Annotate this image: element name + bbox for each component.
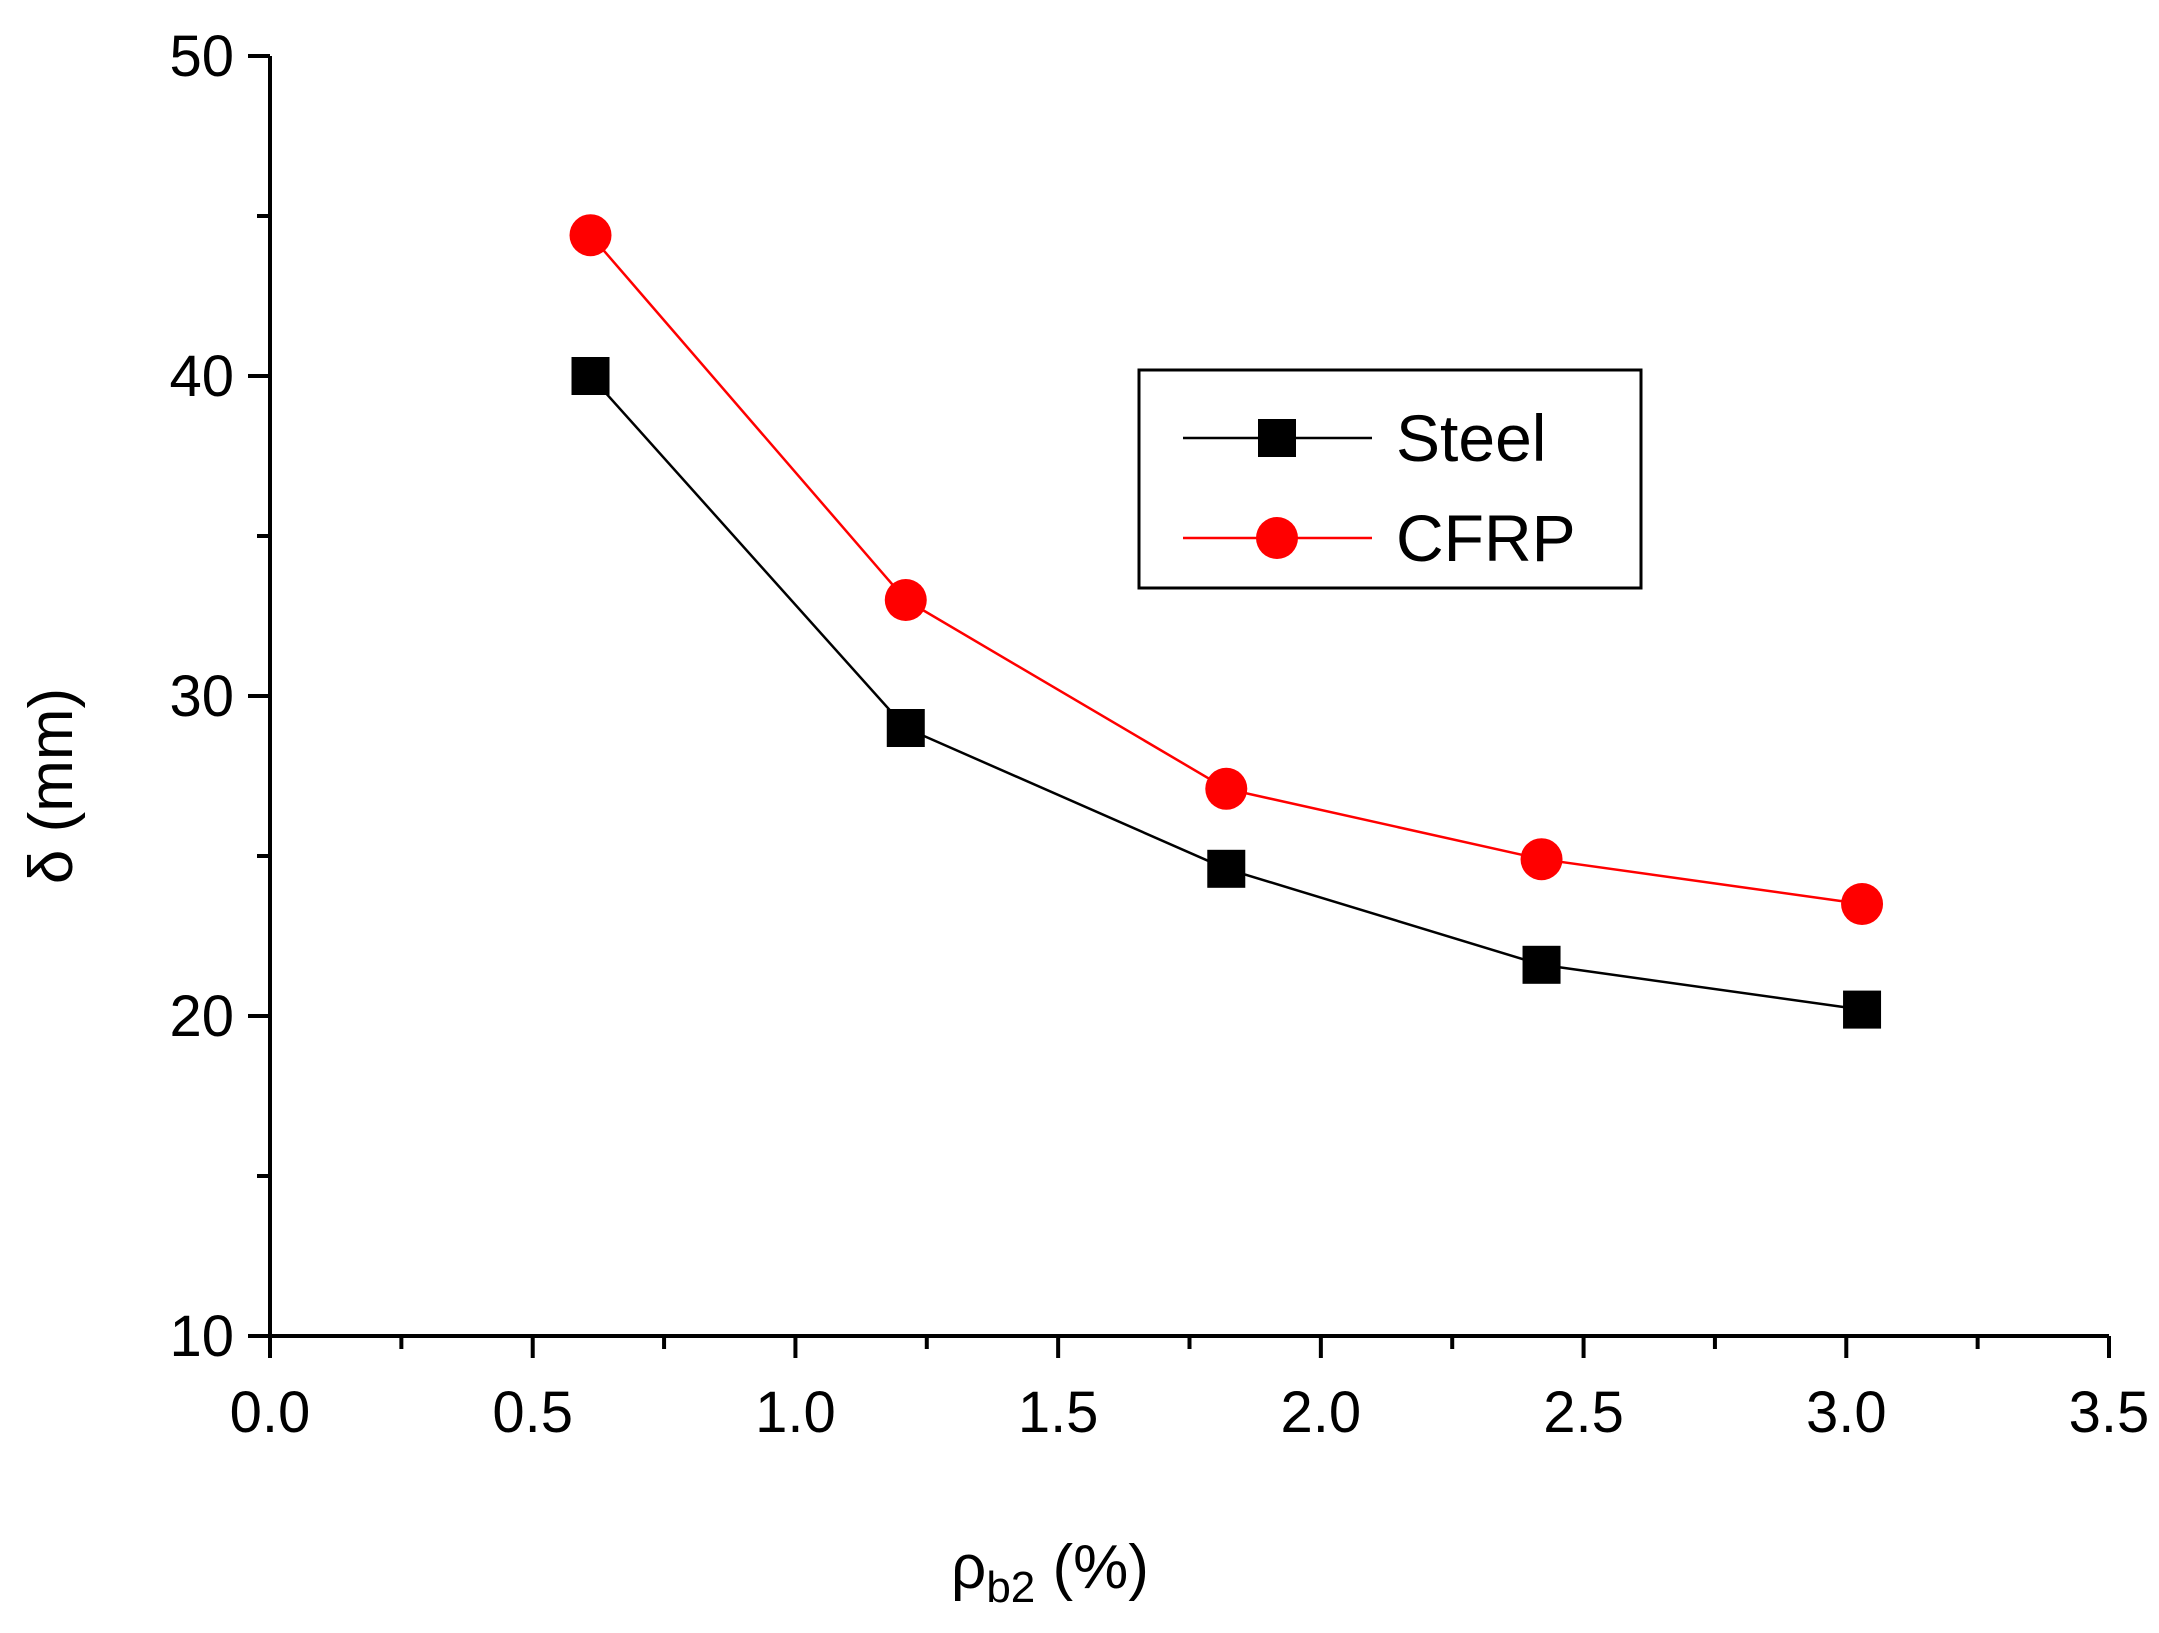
x-tick-label: 0.0 xyxy=(230,1380,311,1445)
x-tick-label: 2.0 xyxy=(1281,1380,1362,1445)
legend-item-steel: Steel xyxy=(1183,401,1546,475)
legend-steel-marker xyxy=(1258,419,1296,457)
y-tick-label: 40 xyxy=(169,344,234,409)
data-point-cfrp xyxy=(1841,883,1884,925)
x-tick-label: 0.5 xyxy=(492,1380,573,1445)
data-point-cfrp xyxy=(1205,767,1248,810)
y-tick-label: 10 xyxy=(169,1304,234,1369)
y-axis-label: δ (mm) xyxy=(17,688,86,884)
legend-cfrp-marker xyxy=(1256,517,1298,559)
y-tick-label: 20 xyxy=(169,984,234,1049)
series-layer xyxy=(569,214,1884,1029)
data-point-steel xyxy=(1843,990,1882,1029)
series-cfrp xyxy=(569,214,1884,925)
data-point-steel xyxy=(571,357,610,395)
data-point-cfrp xyxy=(1520,838,1563,881)
legend-item-cfrp: CFRP xyxy=(1183,501,1576,575)
y-ticks: 10 20 30 40 50 xyxy=(169,24,270,1369)
x-ticks: 0.0 0.5 1.0 1.5 2.0 2.5 3.0 3.5 xyxy=(230,1336,2150,1445)
legend-cfrp-label: CFRP xyxy=(1396,501,1576,575)
x-axis-label-symbol: ρ xyxy=(951,1533,986,1602)
data-point-cfrp xyxy=(569,214,612,257)
x-axis-label: ρb2 (%) xyxy=(951,1533,1149,1612)
x-tick-label: 2.5 xyxy=(1543,1380,1624,1445)
data-point-cfrp xyxy=(884,579,927,621)
x-tick-label: 1.5 xyxy=(1018,1380,1099,1445)
data-point-steel xyxy=(886,709,925,747)
legend: Steel CFRP xyxy=(1137,368,1643,590)
legend-box xyxy=(1137,368,1643,590)
x-tick-label: 3.5 xyxy=(2069,1380,2150,1445)
x-axis-label-subscript: b2 xyxy=(986,1563,1035,1612)
x-tick-label: 3.0 xyxy=(1806,1380,1887,1445)
plot-area: 0.0 0.5 1.0 1.5 2.0 2.5 3.0 3.5 10 20 30 40 50 xyxy=(169,24,2149,1445)
y-tick-label: 50 xyxy=(169,24,234,89)
data-point-steel xyxy=(1207,849,1246,888)
x-axis-label-unit: (%) xyxy=(1035,1533,1149,1602)
series-steel xyxy=(571,357,1882,1029)
x-tick-label: 1.0 xyxy=(755,1380,836,1445)
y-tick-label: 30 xyxy=(169,664,234,729)
data-point-steel xyxy=(1522,945,1561,984)
legend-steel-label: Steel xyxy=(1396,401,1546,475)
